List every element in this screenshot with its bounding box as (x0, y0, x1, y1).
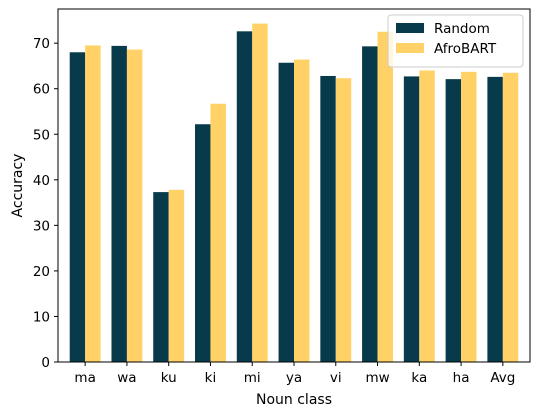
bar-afrobart-ki (210, 103, 226, 363)
x-tick-label: ku (161, 370, 177, 386)
y-tick-label: 70 (33, 36, 50, 52)
bar-afrobart-vi (335, 78, 352, 362)
legend-label-afrobart: AfroBART (434, 41, 497, 57)
bars-layer (69, 23, 519, 363)
bar-afrobart-wa (126, 49, 143, 362)
x-tick-label: ma (74, 370, 95, 386)
y-tick-label: 30 (33, 218, 50, 234)
legend-swatch-random (396, 23, 424, 33)
bar-afrobart-mw (377, 31, 393, 363)
x-tick-label: vi (330, 370, 342, 386)
y-axis-ticks: 0 10 20 30 40 50 60 70 (33, 36, 58, 371)
x-axis-ticks: ma wa ku ki mi ya vi mw ka ha Avg (74, 362, 515, 386)
bar-afrobart-ma (85, 45, 101, 362)
x-axis-label: Noun class (256, 392, 332, 408)
x-tick-label: Avg (490, 370, 515, 386)
x-tick-label: wa (117, 370, 136, 386)
y-tick-label: 40 (33, 173, 50, 189)
bar-afrobart-mi (252, 23, 268, 363)
bar-afrobart-avg (502, 72, 519, 363)
x-tick-label: mi (244, 370, 261, 386)
y-tick-label: 0 (41, 355, 50, 371)
bar-random-ku (153, 192, 169, 362)
bar-random-ki (195, 124, 211, 363)
legend-label-random: Random (434, 21, 490, 37)
bar-random-wa (111, 45, 127, 362)
y-tick-label: 20 (33, 264, 50, 280)
bar-random-ha (445, 79, 462, 362)
y-axis-label: Accuracy (10, 154, 26, 218)
x-tick-label: ya (286, 370, 302, 386)
bar-afrobart-ka (419, 70, 435, 363)
bar-random-ya (278, 62, 294, 362)
bar-random-ka (403, 76, 420, 362)
bar-random-mw (362, 46, 378, 362)
legend: Random AfroBART (387, 14, 524, 68)
plot-frame (57, 8, 531, 363)
y-tick-label: 50 (33, 127, 50, 143)
bar-afrobart-ku (168, 189, 185, 362)
x-tick-label: ha (453, 370, 470, 386)
bar-random-ma (69, 52, 86, 363)
x-tick-label: ki (205, 370, 217, 386)
bar-random-mi (236, 31, 253, 362)
x-tick-label: ka (411, 370, 427, 386)
y-tick-label: 60 (33, 82, 50, 98)
bar-afrobart-ya (294, 59, 310, 363)
legend-swatch-afrobart (396, 43, 424, 53)
bar-random-vi (320, 75, 336, 363)
y-tick-label: 10 (33, 309, 50, 325)
x-tick-label: mw (365, 370, 389, 386)
bar-afrobart-ha (461, 71, 477, 363)
bar-random-avg (487, 76, 503, 363)
